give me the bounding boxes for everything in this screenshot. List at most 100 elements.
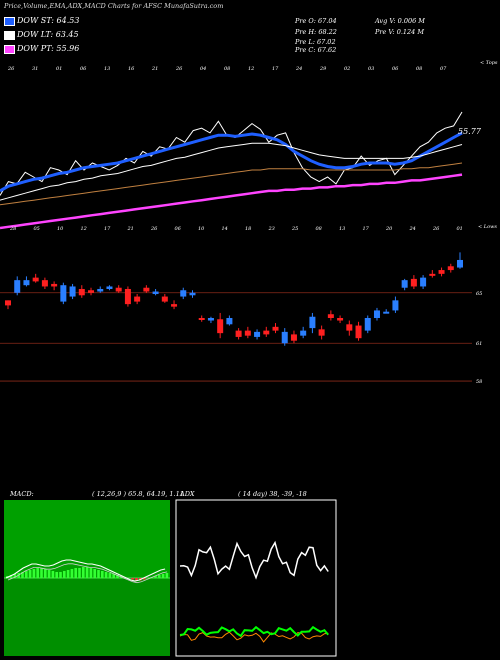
adx-params: ( 14 day) 38, -39, -18 [238, 490, 307, 498]
date-tick-label: 06 [392, 66, 399, 72]
price-tick-label: 61 [476, 341, 482, 347]
macd-histogram-bar [25, 571, 28, 579]
macd-histogram-bar [93, 569, 96, 579]
candle-body [152, 291, 159, 295]
date-tick-label: 26 [175, 66, 183, 72]
candle-body [457, 259, 463, 268]
candle-body [5, 300, 11, 306]
stat-pre-volume: Pre V: 0.124 M [375, 28, 425, 36]
candle-date-label: 12 [81, 226, 87, 232]
candle-body [281, 331, 288, 344]
candle-body [410, 278, 417, 287]
minus-di-line [179, 631, 329, 643]
candle-body [97, 288, 104, 292]
candle-body [41, 280, 48, 287]
candle-body [198, 318, 205, 320]
price-tick-label: 58 [476, 379, 482, 385]
date-tick-label: 07 [440, 66, 447, 72]
macd-histogram-bar [82, 567, 85, 579]
date-tick-label: 04 [200, 66, 206, 72]
stat-low: Pre L: 67.02 [295, 38, 336, 46]
date-tick-label: 29 [319, 66, 327, 72]
macd-histogram-bar [108, 573, 112, 579]
candle-date-label: 26 [432, 226, 440, 232]
candle-body [272, 326, 279, 331]
macd-signal-line [7, 563, 168, 584]
price-tick-label: 65 [476, 291, 482, 297]
date-tick-label: 02 [344, 66, 350, 72]
macd-histogram-bar [63, 571, 66, 579]
candle-body [226, 318, 233, 325]
macd-histogram-bar [127, 578, 131, 579]
date-tick-label: 17 [272, 66, 279, 72]
macd-histogram-bar [59, 572, 62, 579]
candle-body [373, 310, 380, 318]
candle-body [115, 287, 122, 292]
macd-histogram-bar [158, 575, 161, 579]
macd-histogram-bar [154, 576, 157, 579]
legend-dow-pt-label: DOW PT: 55.96 [17, 44, 80, 53]
candle-body [78, 288, 85, 296]
candle-body [383, 311, 390, 314]
candle-date-label: 21 [127, 226, 134, 232]
candle-body [60, 285, 67, 302]
candle-body [364, 318, 371, 331]
candle-date-label: 08 [316, 226, 322, 232]
candle-date-label: 06 [175, 226, 182, 232]
candle-date-label: 05 [34, 226, 40, 232]
candle-date-label: 10 [198, 226, 205, 232]
legend-dow-st-label: DOW ST: 64.53 [17, 16, 80, 25]
candle-body [189, 292, 196, 296]
candle-body [88, 290, 95, 293]
candle-body [161, 296, 168, 302]
plus-di-line [179, 625, 329, 638]
candle-body [235, 330, 242, 337]
candle-body [420, 277, 427, 287]
candle-body [69, 286, 76, 297]
macd-histogram-bar [28, 570, 32, 579]
candle-body [207, 318, 214, 321]
macd-histogram-bar [51, 571, 55, 579]
adx-line [179, 540, 329, 580]
macd-histogram-bar [55, 572, 58, 579]
candle-body [23, 280, 30, 286]
candle-body [51, 283, 58, 287]
candle-body [290, 334, 297, 341]
candle-date-label: 24 [409, 226, 416, 232]
macd-panel-lower [4, 578, 170, 656]
macd-histogram-bar [116, 575, 119, 579]
candle-body [447, 266, 454, 271]
legend-dow-lt: DOW LT: 63.45 [4, 30, 79, 40]
macd-params: ( 12,26,9 ) 65.8, 64.19, 1.11 [92, 490, 184, 498]
date-tick-label: 08 [224, 66, 230, 72]
candle-body [300, 330, 307, 336]
legend-dow-pt: DOW PT: 55.96 [4, 44, 79, 54]
date-tick-label: 13 [104, 66, 110, 72]
candle-date-label: 10 [57, 226, 64, 232]
macd-line [5, 559, 166, 582]
macd-histogram-bar [13, 574, 17, 579]
candle-body [134, 296, 141, 302]
macd-histogram-bar [74, 568, 77, 579]
candle-date-label: 28 [9, 226, 16, 232]
legend-swatch-blue [4, 16, 15, 26]
lows-label: < Lows [478, 224, 497, 230]
legend-swatch-magenta [4, 44, 15, 54]
candle-date-label: 01 [457, 226, 463, 232]
candle-body [438, 270, 445, 274]
candle-body [124, 288, 131, 305]
candle-body [180, 290, 187, 297]
date-tick-label: 06 [80, 66, 87, 72]
candle-body [318, 329, 325, 336]
stat-close: Pre C: 67.62 [295, 46, 337, 54]
candle-body [429, 273, 436, 276]
macd-histogram-bar [47, 570, 51, 579]
macd-histogram-bar [101, 571, 104, 579]
stat-open: Pre O: 67.04 [295, 17, 337, 25]
macd-label: MACD: [9, 490, 34, 498]
legend-dow-st: DOW ST: 64.53 [4, 16, 79, 26]
date-tick-label: 03 [368, 66, 374, 72]
date-tick-label: 31 [32, 66, 38, 72]
macd-histogram-bar [131, 578, 134, 580]
